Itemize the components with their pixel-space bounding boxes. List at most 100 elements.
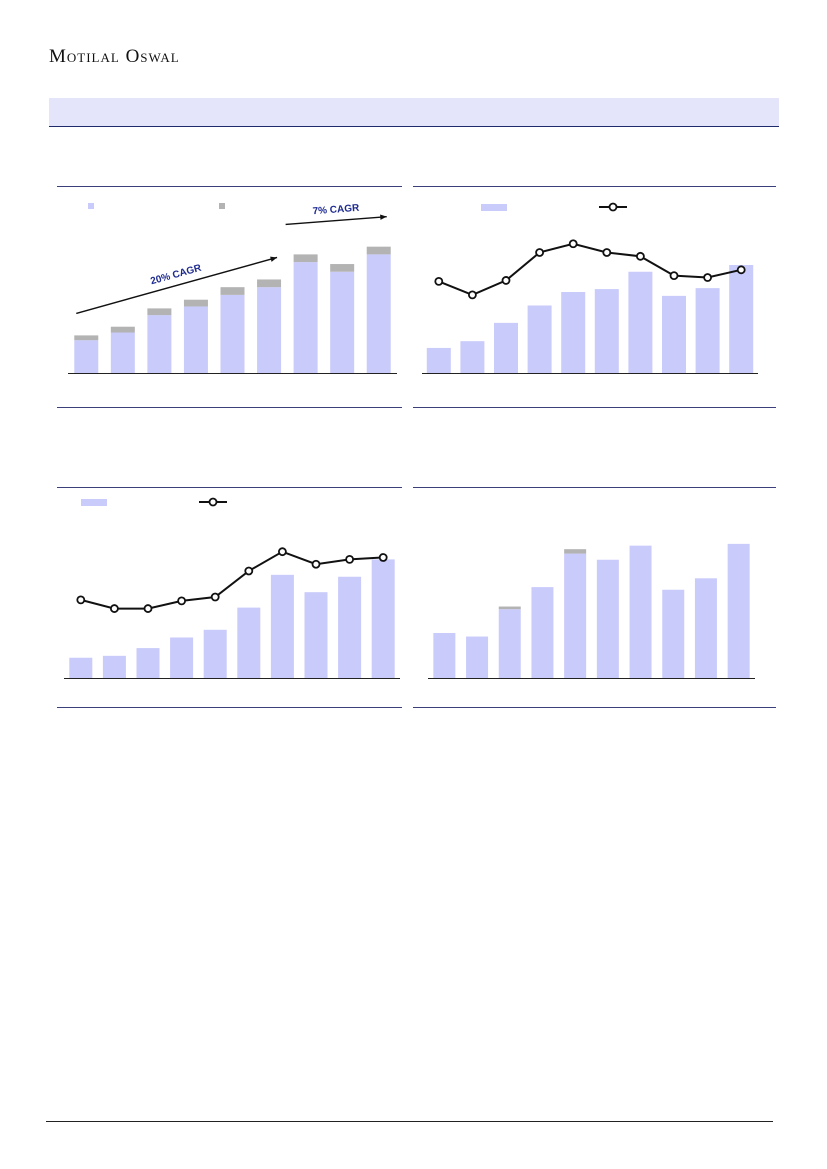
cagr-label-1: 7% CAGR <box>312 203 360 218</box>
chart4-top-rule <box>413 487 776 488</box>
bar-4-6 <box>629 545 652 678</box>
bar-4-4 <box>564 553 587 678</box>
bar-1-0 <box>74 340 99 373</box>
legend-key-stack-1 <box>219 203 225 209</box>
bar-stack-4-2 <box>498 606 521 610</box>
bar-1-5 <box>257 287 282 373</box>
cagr-arrowhead-1 <box>380 214 387 220</box>
line-point-3-8 <box>345 554 355 564</box>
bar-4-1 <box>466 636 489 678</box>
bar-stack-1-2 <box>147 308 172 316</box>
bar-stack-1-8 <box>366 246 391 255</box>
bar-4-7 <box>662 589 685 678</box>
chart3-top-rule <box>57 487 402 488</box>
line-point-3-0 <box>76 595 86 605</box>
bar-1-7 <box>330 271 355 373</box>
bar-stack-1-5 <box>257 279 282 288</box>
bar-4-0 <box>433 633 456 678</box>
bar-2-2 <box>494 322 518 373</box>
bar-2-7 <box>662 295 686 373</box>
chart1-top-rule <box>57 186 402 187</box>
bar-stack-1-7 <box>330 264 355 272</box>
bar-4-3 <box>531 587 554 678</box>
cagr-arrow-0 <box>76 256 278 315</box>
line-point-2-0 <box>434 276 444 286</box>
line-point-2-2 <box>501 276 511 285</box>
bar-stack-1-6 <box>293 254 318 263</box>
chart-2 <box>422 202 758 374</box>
chart2-top-rule <box>413 186 776 187</box>
bar-2-6 <box>628 271 653 373</box>
line-point-3-2 <box>143 604 153 613</box>
legend-key-marker-2 <box>608 202 618 212</box>
bar-2-9 <box>729 265 754 373</box>
bar-stack-1-1 <box>110 326 135 333</box>
bar-stack-4-4 <box>564 549 587 554</box>
line-point-2-6 <box>636 251 645 261</box>
bar-3-2 <box>136 648 160 678</box>
cagr-arrow-1 <box>285 215 387 226</box>
bar-2-4 <box>561 292 586 373</box>
line-series-3 <box>80 550 384 610</box>
bar-3-0 <box>69 657 93 678</box>
bar-1-4 <box>220 294 245 373</box>
line-point-3-4 <box>210 592 220 602</box>
line-series-2 <box>438 242 742 296</box>
line-point-3-1 <box>110 604 119 613</box>
bar-3-3 <box>170 637 194 678</box>
bar-stack-1-4 <box>220 287 245 295</box>
line-point-2-9 <box>736 265 746 275</box>
chart-1: 20% CAGR 7% CAGR <box>68 203 397 374</box>
cagr-label-0: 20% CAGR <box>149 263 203 288</box>
bar-3-1 <box>102 655 126 678</box>
footer-rule <box>46 1121 773 1122</box>
bar-3-4 <box>203 629 227 678</box>
bar-1-8 <box>366 254 391 373</box>
bar-4-2 <box>498 609 521 678</box>
bar-stack-1-3 <box>183 299 208 307</box>
cagr-arrowhead-0 <box>270 256 278 262</box>
bar-2-0 <box>426 347 451 373</box>
legend-key-bar-1 <box>88 203 94 209</box>
line-point-2-8 <box>703 273 712 282</box>
bar-1-6 <box>293 262 318 373</box>
bar-3-8 <box>338 576 362 678</box>
bar-3-9 <box>371 559 395 678</box>
line-point-3-3 <box>177 596 187 606</box>
chart-4 <box>428 543 755 679</box>
chart-3 <box>64 497 400 679</box>
bar-2-1 <box>460 341 485 373</box>
bar-2-3 <box>527 305 552 373</box>
bar-stack-1-0 <box>74 335 99 341</box>
bar-2-8 <box>695 288 720 373</box>
bar-1-3 <box>183 306 208 373</box>
bar-3-6 <box>270 574 294 678</box>
legend-key-marker-3 <box>208 497 218 507</box>
brand-logo: Motilal Oswal <box>49 46 180 67</box>
legend-key-bar-2 <box>481 204 507 211</box>
line-point-3-7 <box>311 559 321 569</box>
legend-key-bar-3 <box>81 499 107 506</box>
bar-4-5 <box>596 559 619 678</box>
bar-1-1 <box>110 332 135 373</box>
chart3-bottom-rule <box>57 707 402 708</box>
line-point-3-6 <box>277 547 287 557</box>
chart1-bottom-rule <box>57 407 402 408</box>
bar-4-8 <box>694 578 717 678</box>
line-point-2-4 <box>568 239 578 249</box>
line-point-2-1 <box>467 290 477 300</box>
line-point-2-3 <box>535 248 544 257</box>
bar-2-5 <box>594 289 619 373</box>
chart4-bottom-rule <box>413 707 776 708</box>
bar-3-7 <box>304 592 328 678</box>
line-point-2-5 <box>602 248 612 257</box>
line-point-2-7 <box>669 271 679 281</box>
section-header-bar <box>49 98 779 127</box>
bar-4-9 <box>727 543 750 678</box>
line-point-3-9 <box>378 553 388 562</box>
line-point-3-5 <box>244 566 254 576</box>
bar-3-5 <box>237 607 261 678</box>
bar-1-2 <box>147 315 172 373</box>
chart2-bottom-rule <box>413 407 776 408</box>
